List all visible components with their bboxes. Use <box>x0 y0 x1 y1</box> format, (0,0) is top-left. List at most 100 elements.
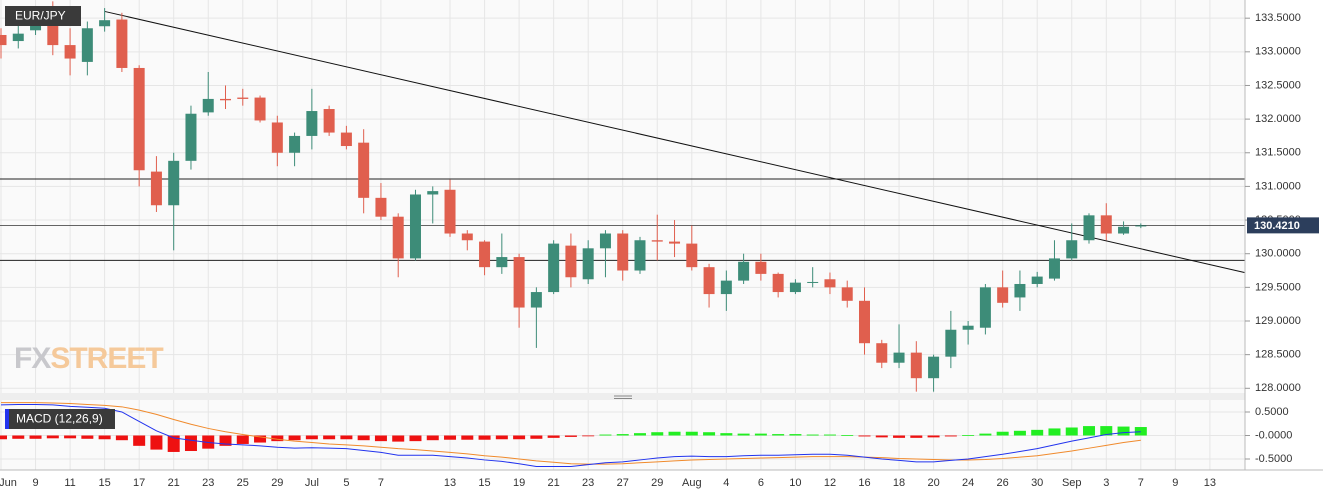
macd-line <box>0 403 1141 468</box>
histogram-bar <box>910 435 923 438</box>
candle-body <box>271 122 283 153</box>
histogram-bar <box>1134 427 1147 436</box>
indicator-box <box>5 409 115 429</box>
histogram-bar <box>133 435 146 446</box>
histogram-bar <box>323 435 336 440</box>
x-tick-label: 21 <box>548 477 560 489</box>
histogram-bar <box>927 435 940 438</box>
y-tick-label: 128.0000 <box>1255 382 1301 394</box>
candle-body <box>686 243 698 268</box>
histogram-bar <box>461 435 474 440</box>
candle-body <box>910 352 922 379</box>
watermark-part: STREET <box>50 342 163 375</box>
histogram-bar <box>1083 426 1096 436</box>
x-tick-label: 13 <box>1204 477 1216 489</box>
x-tick-label: 21 <box>168 477 180 489</box>
candle-body <box>651 240 663 242</box>
histogram-bar <box>150 435 163 450</box>
chart-title: EUR/JPY <box>15 9 66 23</box>
histogram-bar <box>167 435 180 452</box>
candle-body <box>150 171 162 206</box>
histogram-bar <box>806 434 819 436</box>
y-tick-label: 131.0000 <box>1255 180 1301 192</box>
x-tick-label: 9 <box>1172 477 1178 489</box>
histogram-bar <box>288 435 301 441</box>
histogram-bar <box>0 435 7 440</box>
candle-body <box>720 280 732 295</box>
histogram-bar <box>98 435 111 440</box>
histogram-bar <box>12 435 25 439</box>
candle-body <box>409 194 421 259</box>
histogram-bar <box>495 435 508 440</box>
candle-body <box>185 113 197 161</box>
candle-body <box>12 33 24 42</box>
candle-body <box>772 273 784 293</box>
x-tick-label: 18 <box>893 477 905 489</box>
histogram-bar <box>599 434 612 436</box>
x-tick-label: 27 <box>617 477 629 489</box>
histogram-bar <box>46 435 59 439</box>
y-tick-label: 132.0000 <box>1255 113 1301 125</box>
x-tick-label: 17 <box>133 477 145 489</box>
x-tick-label: 10 <box>789 477 801 489</box>
candle-body <box>30 22 42 31</box>
histogram-bar <box>979 433 992 436</box>
histogram-bar <box>374 435 387 442</box>
candle-body <box>859 300 870 344</box>
price-tag <box>1247 217 1319 234</box>
histogram-bar <box>340 435 353 440</box>
x-tick-label: 29 <box>651 477 663 489</box>
histogram-bar <box>616 434 629 436</box>
candle-body <box>427 191 439 195</box>
candle-body <box>755 261 767 274</box>
candle-body <box>599 233 611 249</box>
y-tick-label: -0.5000 <box>1255 453 1292 465</box>
watermark-part: FX <box>14 342 51 375</box>
candle-body <box>358 142 370 198</box>
y-tick-label: 128.5000 <box>1255 349 1301 361</box>
x-tick-label: 19 <box>513 477 525 489</box>
x-tick-label: 3 <box>1103 477 1109 489</box>
marks <box>0 1 1245 468</box>
candle-body <box>237 97 249 99</box>
histogram-bar <box>478 435 491 440</box>
y-tick-label: 129.5000 <box>1255 281 1301 293</box>
histogram-bar <box>823 434 836 436</box>
histogram-bar <box>996 431 1009 436</box>
histogram-bar <box>772 434 785 436</box>
histogram-bar <box>1013 430 1026 436</box>
histogram-bar <box>426 435 439 441</box>
resize-grip[interactable] <box>614 395 632 399</box>
y-tick-label: 129.0000 <box>1255 315 1301 327</box>
candle-body <box>807 281 819 283</box>
candle-body <box>945 329 957 357</box>
histogram-bar <box>219 435 232 446</box>
histogram-bar <box>789 434 802 436</box>
histogram-bar <box>893 435 906 438</box>
candle-body <box>997 287 1009 303</box>
x-tick-label: 29 <box>271 477 283 489</box>
candle-body <box>81 28 93 62</box>
x-tick-label: 12 <box>824 477 836 489</box>
candle-body <box>582 248 594 280</box>
candle-body <box>1048 258 1060 279</box>
candle-body <box>496 257 508 268</box>
histogram-bar <box>582 435 595 437</box>
histogram-bar <box>184 435 197 452</box>
histogram-bar <box>409 435 422 442</box>
candle-body <box>1083 215 1095 241</box>
x-tick-label: 24 <box>962 477 974 489</box>
candle-body <box>306 111 318 136</box>
y-tick-label: 133.5000 <box>1255 12 1301 24</box>
candle-body <box>1135 225 1147 227</box>
candle-body <box>1066 240 1078 259</box>
trendline <box>104 10 1245 274</box>
candle-body <box>323 109 335 133</box>
y-tick-label: 132.5000 <box>1255 79 1301 91</box>
candle-body <box>928 356 940 379</box>
histogram-bar <box>633 433 646 436</box>
price-tag-label: 130.4210 <box>1254 220 1300 232</box>
candle-body <box>1118 226 1130 234</box>
watermark: FXSTREET <box>14 342 163 375</box>
histogram-bar <box>720 433 733 436</box>
